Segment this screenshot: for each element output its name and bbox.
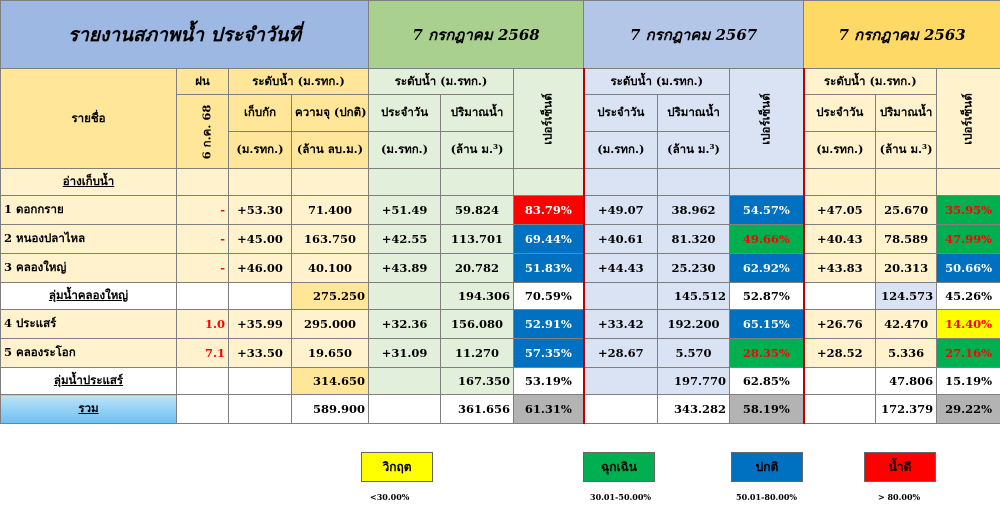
header-level-2568: ระดับน้ำ (ม.รทก.) bbox=[368, 68, 515, 95]
header-capacity-unit: (ล้าน ลบ.ม.) bbox=[290, 131, 370, 169]
header-percent-2567: เปอร์เซ็นต์ bbox=[729, 68, 805, 169]
legend-normal: ปกติ bbox=[731, 452, 803, 482]
legend-critical: วิกฤต bbox=[361, 452, 433, 482]
percent-badge: 50.66% bbox=[936, 253, 1000, 283]
percent-badge: 54.57% bbox=[729, 195, 805, 225]
table-row: 2 หนองปลาไหล - +45.00 163.750 +42.55 113… bbox=[0, 224, 1000, 254]
header-name: รายชื่อ bbox=[0, 68, 177, 169]
header-percent-2568: เปอร์เซ็นต์ bbox=[513, 68, 585, 169]
percent-badge: 14.40% bbox=[936, 309, 1000, 339]
date-2563-title: 7 กรกฎาคม 2563 bbox=[803, 0, 1000, 69]
header-daily-unit-2567: (ม.รทก.) bbox=[583, 131, 659, 169]
percent-badge: 65.15% bbox=[729, 309, 805, 339]
section-reservoir: อ่างเก็บน้ำ bbox=[0, 168, 177, 196]
percent-badge: 83.79% bbox=[513, 195, 585, 225]
date-2567-title: 7 กรกฎาคม 2567 bbox=[583, 0, 805, 69]
total-row: รวม 589.900 361.656 61.31% 343.282 58.19… bbox=[0, 394, 1000, 424]
header-storage-unit: (ม.รทก.) bbox=[228, 131, 292, 169]
subtotal-row: ลุ่มน้ำคลองใหญ่ 275.250 194.306 70.59% 1… bbox=[0, 282, 1000, 310]
legend-good-range: > 80.00% bbox=[878, 492, 921, 502]
table-row: 4 ประแสร์ 1.0 +35.99 295.000 +32.36 156.… bbox=[0, 309, 1000, 339]
table-row: 5 คลองระโอก 7.1 +33.50 19.650 +31.09 11.… bbox=[0, 338, 1000, 368]
legend-normal-range: 50.01-80.00% bbox=[736, 492, 798, 502]
report-title: รายงานสภาพน้ำ ประจำวันที่ bbox=[0, 0, 370, 69]
legend-emergency-range: 30.01-50.00% bbox=[590, 492, 652, 502]
subtotal-row: ลุ่มน้ำประแสร์ 314.650 167.350 53.19% 19… bbox=[0, 367, 1000, 395]
percent-badge: 57.35% bbox=[513, 338, 585, 368]
header-level-2567: ระดับน้ำ (ม.รทก.) bbox=[583, 68, 731, 95]
legend-good: น้ำดี bbox=[864, 452, 936, 482]
header-daily-2563: ประจำวัน bbox=[803, 94, 877, 132]
header-level-msl: ระดับน้ำ (ม.รทก.) bbox=[227, 68, 370, 95]
date-2568-title: 7 กรกฎาคม 2568 bbox=[368, 0, 585, 69]
water-report-table: รายงานสภาพน้ำ ประจำวันที่ 7 กรกฎาคม 2568… bbox=[0, 0, 1000, 424]
header-storage: เก็บกัก bbox=[228, 94, 292, 132]
header-volume-2568: ปริมาณน้ำ bbox=[440, 94, 515, 132]
percent-badge: 69.44% bbox=[513, 224, 585, 254]
percent-badge: 49.66% bbox=[729, 224, 805, 254]
header-capacity: ความจุ (ปกติ) bbox=[290, 94, 370, 132]
percent-badge: 47.99% bbox=[936, 224, 1000, 254]
legend-emergency: ฉุกเฉิน bbox=[583, 452, 655, 482]
header-level-2563: ระดับน้ำ (ม.รทก.) bbox=[803, 68, 938, 95]
percent-badge: 52.91% bbox=[513, 309, 585, 339]
header-volume-unit-2563: (ล้าน ม.³) bbox=[875, 131, 938, 169]
header-daily-2567: ประจำวัน bbox=[583, 94, 659, 132]
header-volume-unit-2567: (ล้าน ม.³) bbox=[657, 131, 731, 169]
header-volume-2563: ปริมาณน้ำ bbox=[875, 94, 938, 132]
table-row: 1 ดอกกราย - +53.30 71.400 +51.49 59.824 … bbox=[0, 195, 1000, 225]
legend-critical-range: <30.00% bbox=[370, 492, 410, 502]
table-row: 3 คลองใหญ่ - +46.00 40.100 +43.89 20.782… bbox=[0, 253, 1000, 283]
header-percent-2563: เปอร์เซ็นต์ bbox=[936, 68, 1000, 169]
percent-badge: 51.83% bbox=[513, 253, 585, 283]
percent-badge: 62.92% bbox=[729, 253, 805, 283]
header-volume-unit-2568: (ล้าน ม.³) bbox=[440, 131, 515, 169]
percent-badge: 27.16% bbox=[936, 338, 1000, 368]
header-daily-unit-2563: (ม.รทก.) bbox=[803, 131, 877, 169]
header-daily-unit-2568: (ม.รทก.) bbox=[368, 131, 442, 169]
header-volume-2567: ปริมาณน้ำ bbox=[657, 94, 731, 132]
percent-badge: 35.95% bbox=[936, 195, 1000, 225]
header-daily-2568: ประจำวัน bbox=[368, 94, 442, 132]
header-rain-date: 6 ก.ค. 68 bbox=[176, 94, 229, 169]
header-rain: ฝน bbox=[176, 68, 229, 95]
percent-badge: 28.35% bbox=[729, 338, 805, 368]
